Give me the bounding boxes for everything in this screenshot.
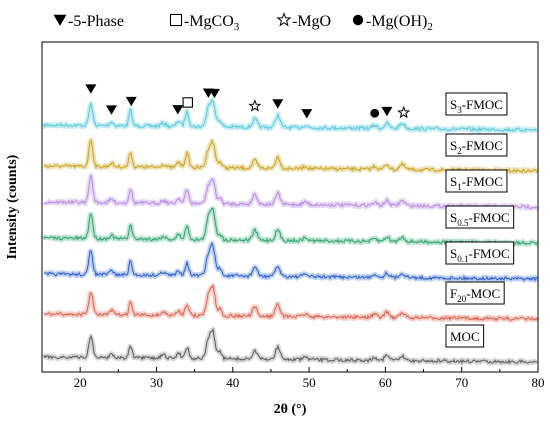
star-marker: [276, 12, 292, 27]
x-tick-label: 20: [74, 375, 87, 390]
series-line: [43, 241, 538, 282]
series-label-text: S0.5-FMOC: [450, 210, 510, 228]
series-label-text: S3-FMOC: [450, 97, 503, 115]
series-label: S3-FMOC: [445, 92, 508, 116]
series-5: [42, 283, 540, 323]
legend-label: -Mg(OH)2: [366, 13, 433, 33]
series-label-text: S0.1-FMOC: [450, 246, 510, 264]
series-label-box: [445, 92, 508, 116]
triangle-marker: [85, 84, 97, 94]
x-tick-label: 50: [303, 375, 316, 390]
x-tick-label: 80: [532, 375, 545, 390]
triangle-marker: [208, 88, 220, 99]
legend-label: -MgO: [292, 13, 331, 30]
series-line: [43, 284, 538, 322]
legend-label: -5-Phase: [68, 13, 124, 30]
series-labels: S3-FMOC S2-FMOC S1-FMOC S0.5-FMOC S0.1-FMOC F…: [445, 92, 515, 348]
square-marker: [169, 13, 183, 27]
series-6: [41, 326, 539, 366]
series-label-box: [445, 169, 508, 193]
square-marker: [182, 97, 193, 108]
legend-item: -MgCO3: [169, 13, 240, 33]
series-line: [43, 327, 538, 365]
legend-item: -5-Phase: [53, 13, 124, 30]
x-tick-label: 40: [226, 375, 239, 390]
series-label-text: MOC: [450, 329, 480, 344]
series-4: [42, 240, 539, 283]
peak-markers: [85, 84, 411, 119]
series-label-box: [445, 324, 485, 348]
series-label: S2-FMOC: [445, 133, 508, 157]
circle-marker: [370, 108, 380, 118]
triangle-marker: [125, 96, 137, 107]
triangle-marker: [172, 105, 184, 115]
circle-marker: [352, 14, 364, 26]
star-marker: [248, 99, 262, 112]
star-marker: [397, 105, 411, 119]
y-axis-title: Intensity (counts): [5, 154, 20, 259]
series-label: S1-FMOC: [445, 169, 508, 193]
series-label-box: [445, 133, 508, 157]
series-line: [43, 98, 538, 133]
triangle-marker: [53, 14, 67, 26]
series-label: MOC: [445, 324, 485, 348]
x-tick-label: 30: [150, 375, 163, 390]
series-label-box: [445, 205, 515, 229]
series-layer: [41, 97, 540, 366]
triangle-marker: [301, 109, 313, 119]
series-label-text: S2-FMOC: [450, 138, 503, 156]
series-label: F20-MOC: [445, 281, 505, 305]
legend-item: -Mg(OH)2: [352, 13, 433, 33]
series-label-box: [445, 281, 505, 305]
series-label-text: S1-FMOC: [450, 174, 503, 192]
legend-item: -MgO: [276, 12, 331, 30]
x-axis: 20 30 40 50 60 70 80: [74, 367, 545, 390]
series-label: S0.5-FMOC: [445, 205, 515, 229]
x-axis-title: 2θ (°): [274, 402, 307, 417]
triangle-marker: [381, 106, 393, 117]
x-tick-label: 70: [455, 375, 468, 390]
legend: -5-Phase -MgCO3 -MgO -Mg(OH)2: [53, 12, 433, 33]
plot-frame: [41, 41, 539, 373]
triangle-marker: [105, 105, 117, 115]
series-0: [41, 97, 539, 134]
series-label-text: F20-MOC: [450, 286, 500, 304]
series-label-box: [445, 241, 515, 265]
legend-label: -MgCO3: [184, 13, 240, 33]
x-tick-label: 60: [379, 375, 392, 390]
triangle-marker: [272, 99, 284, 109]
series-label: S0.1-FMOC: [445, 241, 515, 265]
